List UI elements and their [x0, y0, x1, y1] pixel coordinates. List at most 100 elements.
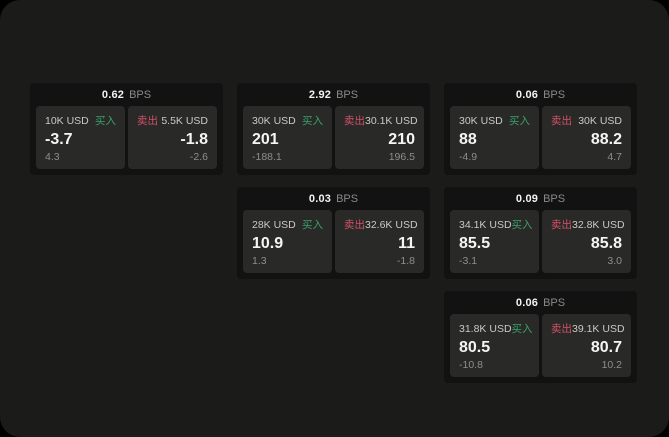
bps-unit-label: BPS	[543, 296, 566, 309]
bps-unit-label: BPS	[129, 88, 152, 101]
card-header: 0.62 BPS	[30, 83, 223, 106]
sell-panel-top: 卖出 5.5K USD	[137, 113, 208, 128]
buy-panel[interactable]: 10K USD 买入 -3.7 4.3	[36, 106, 125, 169]
quote-panels: 30K USD 买入 201 -188.1 卖出 30.1K USD 210 1…	[237, 106, 430, 175]
buy-price: 88	[459, 130, 477, 148]
sell-side-label: 卖出	[551, 323, 572, 335]
sell-price: 88.2	[590, 130, 622, 148]
buy-amount: 10K USD	[45, 115, 89, 127]
sell-amount: 32.8K USD	[572, 219, 625, 231]
sell-panel[interactable]: 卖出 39.1K USD 80.7 10.2	[542, 314, 631, 377]
sell-amount: 30.1K USD	[365, 115, 418, 127]
sell-sub-value: -2.6	[189, 151, 208, 163]
cards-grid: 0.62 BPS 10K USD 买入 -3.7 4.3 卖出 5.5K USD…	[30, 83, 637, 383]
sell-side-label: 卖出	[137, 115, 158, 127]
sell-price: 210	[388, 130, 415, 148]
sell-panel[interactable]: 卖出 32.6K USD 11 -1.8	[335, 210, 424, 273]
sell-panel[interactable]: 卖出 5.5K USD -1.8 -2.6	[128, 106, 217, 169]
sell-sub-value: 3.0	[607, 255, 622, 267]
sell-sub-value: 196.5	[388, 151, 415, 163]
sell-sub-value: 4.7	[607, 151, 622, 163]
buy-panel[interactable]: 31.8K USD 买入 80.5 -10.8	[450, 314, 539, 377]
buy-panel-top: 28K USD 买入	[252, 217, 323, 232]
buy-amount: 28K USD	[252, 219, 296, 231]
sell-price: 80.7	[590, 338, 622, 356]
buy-panel-top: 31.8K USD 买入	[459, 321, 533, 336]
quote-panels: 30K USD 买入 88 -4.9 卖出 30K USD 88.2 4.7	[444, 106, 637, 175]
buy-sub-value: 1.3	[252, 255, 267, 267]
quote-card: 2.92 BPS 30K USD 买入 201 -188.1 卖出 30.1K …	[237, 83, 430, 175]
buy-panel-top: 30K USD 买入	[459, 113, 530, 128]
card-header: 0.09 BPS	[444, 187, 637, 210]
buy-price: 201	[252, 130, 279, 148]
bps-value: 0.06	[515, 88, 539, 101]
buy-price: 80.5	[459, 338, 491, 356]
sell-amount: 39.1K USD	[572, 323, 625, 335]
sell-amount: 30K USD	[578, 115, 622, 127]
buy-sub-value: -3.1	[459, 255, 478, 267]
buy-side-label: 买入	[511, 219, 533, 231]
sell-side-label: 卖出	[344, 219, 365, 231]
buy-panel[interactable]: 30K USD 买入 201 -188.1	[243, 106, 332, 169]
card-header: 0.06 BPS	[444, 83, 637, 106]
card-header: 2.92 BPS	[237, 83, 430, 106]
bps-value: 0.06	[515, 296, 539, 309]
buy-sub-value: 4.3	[45, 151, 60, 163]
bps-unit-label: BPS	[336, 192, 359, 205]
buy-panel[interactable]: 30K USD 买入 88 -4.9	[450, 106, 539, 169]
sell-panel[interactable]: 卖出 30K USD 88.2 4.7	[542, 106, 631, 169]
buy-panel[interactable]: 28K USD 买入 10.9 1.3	[243, 210, 332, 273]
sell-amount: 32.6K USD	[365, 219, 418, 231]
buy-sub-value: -188.1	[252, 151, 282, 163]
bps-value: 0.03	[308, 192, 332, 205]
bps-unit-label: BPS	[336, 88, 359, 101]
bps-unit-label: BPS	[543, 192, 566, 205]
sell-panel[interactable]: 卖出 32.8K USD 85.8 3.0	[542, 210, 631, 273]
sell-panel-top: 卖出 30K USD	[551, 113, 622, 128]
bps-unit-label: BPS	[543, 88, 566, 101]
buy-side-label: 买入	[511, 323, 533, 335]
sell-amount: 5.5K USD	[161, 115, 208, 127]
sell-side-label: 卖出	[551, 115, 572, 127]
buy-price: -3.7	[45, 130, 73, 148]
buy-sub-value: -10.8	[459, 359, 483, 371]
buy-side-label: 买入	[302, 219, 323, 231]
sell-side-label: 卖出	[551, 219, 572, 231]
buy-price: 85.5	[459, 234, 491, 252]
buy-sub-value: -4.9	[459, 151, 478, 163]
sell-sub-value: -1.8	[396, 255, 415, 267]
buy-panel[interactable]: 34.1K USD 买入 85.5 -3.1	[450, 210, 539, 273]
buy-panel-top: 30K USD 买入	[252, 113, 323, 128]
bps-value: 0.62	[101, 88, 125, 101]
quote-panels: 31.8K USD 买入 80.5 -10.8 卖出 39.1K USD 80.…	[444, 314, 637, 383]
sell-panel-top: 卖出 39.1K USD	[551, 321, 625, 336]
sell-panel-top: 卖出 32.8K USD	[551, 217, 625, 232]
quote-panels: 34.1K USD 买入 85.5 -3.1 卖出 32.8K USD 85.8…	[444, 210, 637, 279]
buy-side-label: 买入	[95, 115, 116, 127]
buy-price: 10.9	[252, 234, 284, 252]
quote-card: 0.09 BPS 34.1K USD 买入 85.5 -3.1 卖出 32.8K…	[444, 187, 637, 279]
sell-panel-top: 卖出 30.1K USD	[344, 113, 418, 128]
sell-panel[interactable]: 卖出 30.1K USD 210 196.5	[335, 106, 424, 169]
buy-amount: 31.8K USD	[459, 323, 512, 335]
bps-value: 0.09	[515, 192, 539, 205]
bps-value: 2.92	[308, 88, 332, 101]
buy-amount: 30K USD	[459, 115, 503, 127]
sell-price: 85.8	[590, 234, 622, 252]
quote-card: 0.62 BPS 10K USD 买入 -3.7 4.3 卖出 5.5K USD…	[30, 83, 223, 175]
sell-sub-value: 10.2	[601, 359, 622, 371]
buy-panel-top: 34.1K USD 买入	[459, 217, 533, 232]
sell-price: 11	[398, 234, 415, 252]
quote-card: 0.03 BPS 28K USD 买入 10.9 1.3 卖出 32.6K US…	[237, 187, 430, 279]
sell-panel-top: 卖出 32.6K USD	[344, 217, 418, 232]
sell-price: -1.8	[180, 130, 208, 148]
buy-panel-top: 10K USD 买入	[45, 113, 116, 128]
card-header: 0.03 BPS	[237, 187, 430, 210]
buy-side-label: 买入	[302, 115, 323, 127]
buy-amount: 30K USD	[252, 115, 296, 127]
buy-amount: 34.1K USD	[459, 219, 512, 231]
sell-side-label: 卖出	[344, 115, 365, 127]
quote-card: 0.06 BPS 31.8K USD 买入 80.5 -10.8 卖出 39.1…	[444, 291, 637, 383]
buy-side-label: 买入	[509, 115, 530, 127]
